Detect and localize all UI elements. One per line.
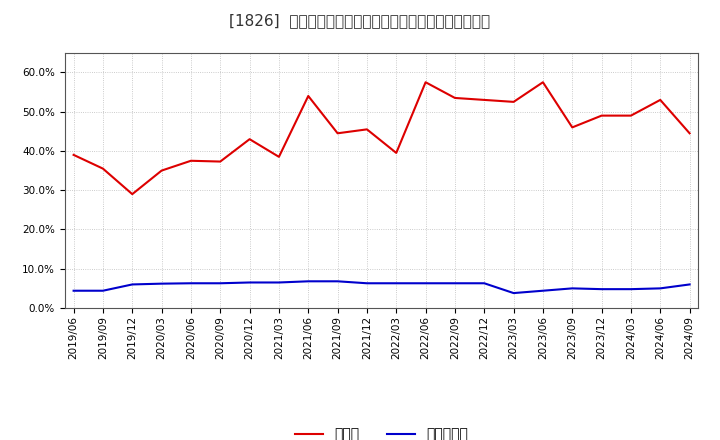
現預金 xyxy=(451,95,459,101)
現預金 xyxy=(656,97,665,103)
有利子負債 xyxy=(626,286,635,292)
有利子負債 xyxy=(656,286,665,291)
現預金 xyxy=(363,127,372,132)
現預金 xyxy=(392,150,400,156)
有利子負債 xyxy=(304,279,312,284)
有利子負債 xyxy=(539,288,547,293)
現預金 xyxy=(304,93,312,99)
有利子負債 xyxy=(69,288,78,293)
現預金 xyxy=(274,154,283,159)
現預金 xyxy=(626,113,635,118)
Line: 現預金: 現預金 xyxy=(73,82,690,194)
現預金 xyxy=(186,158,195,163)
有利子負債 xyxy=(421,281,430,286)
現預金 xyxy=(509,99,518,105)
有利子負債 xyxy=(509,290,518,296)
現預金 xyxy=(421,80,430,85)
現預金 xyxy=(685,131,694,136)
有利子負債 xyxy=(128,282,137,287)
Text: [1826]  現預金、有利子負債の総資産に対する比率の推移: [1826] 現預金、有利子負債の総資産に対する比率の推移 xyxy=(230,13,490,28)
有利子負債 xyxy=(568,286,577,291)
有利子負債 xyxy=(186,281,195,286)
現預金 xyxy=(568,125,577,130)
現預金 xyxy=(157,168,166,173)
有利子負債 xyxy=(333,279,342,284)
有利子負債 xyxy=(685,282,694,287)
有利子負債 xyxy=(216,281,225,286)
現預金 xyxy=(333,131,342,136)
有利子負債 xyxy=(246,280,254,285)
有利子負債 xyxy=(598,286,606,292)
現預金 xyxy=(598,113,606,118)
Legend: 現預金, 有利子負債: 現預金, 有利子負債 xyxy=(289,422,474,440)
現預金 xyxy=(216,159,225,164)
Line: 有利子負債: 有利子負債 xyxy=(73,281,690,293)
有利子負債 xyxy=(392,281,400,286)
現預金 xyxy=(69,152,78,158)
現預金 xyxy=(246,136,254,142)
有利子負債 xyxy=(274,280,283,285)
現預金 xyxy=(128,191,137,197)
有利子負債 xyxy=(451,281,459,286)
現預金 xyxy=(539,80,547,85)
有利子負債 xyxy=(363,281,372,286)
現預金 xyxy=(480,97,489,103)
有利子負債 xyxy=(99,288,107,293)
現預金 xyxy=(99,166,107,171)
有利子負債 xyxy=(480,281,489,286)
有利子負債 xyxy=(157,281,166,286)
